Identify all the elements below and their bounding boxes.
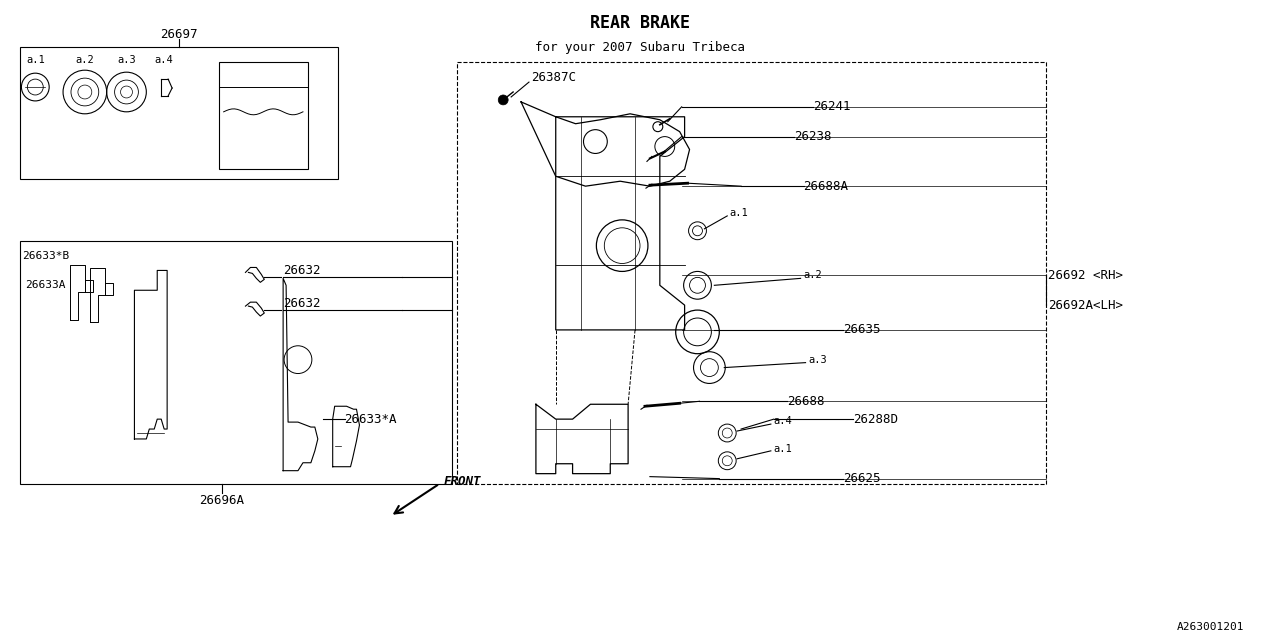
Text: 26696A: 26696A <box>200 494 244 507</box>
Text: FRONT: FRONT <box>444 475 481 488</box>
Bar <box>20 47 338 179</box>
Text: 26633A: 26633A <box>26 280 65 291</box>
Text: a.4: a.4 <box>155 55 174 65</box>
Text: 26692 <RH>: 26692 <RH> <box>1048 269 1124 282</box>
Text: a.1: a.1 <box>774 444 792 454</box>
Text: 26688A: 26688A <box>804 180 849 193</box>
Text: 26635: 26635 <box>844 323 881 337</box>
Text: a.3: a.3 <box>118 55 136 65</box>
Text: for your 2007 Subaru Tribeca: for your 2007 Subaru Tribeca <box>535 41 745 54</box>
Text: 26697: 26697 <box>160 28 198 41</box>
Text: A263001201: A263001201 <box>1178 622 1244 632</box>
Text: 26633*A: 26633*A <box>344 413 397 426</box>
Bar <box>219 62 308 170</box>
Bar <box>457 62 1047 484</box>
Circle shape <box>498 95 508 105</box>
Text: 26241: 26241 <box>814 100 851 113</box>
Text: a.2: a.2 <box>76 55 95 65</box>
Text: 26688: 26688 <box>787 395 824 408</box>
Text: a.3: a.3 <box>809 355 827 365</box>
Text: a.1: a.1 <box>26 55 45 65</box>
Text: a.2: a.2 <box>804 270 822 280</box>
Text: 26288D: 26288D <box>854 413 899 426</box>
Text: 26632: 26632 <box>283 264 320 277</box>
Text: 26632: 26632 <box>283 297 320 310</box>
Text: 26625: 26625 <box>844 472 881 485</box>
Text: a.1: a.1 <box>730 208 748 218</box>
Text: 26692A<LH>: 26692A<LH> <box>1048 299 1124 312</box>
Text: a.4: a.4 <box>774 416 792 426</box>
Text: REAR BRAKE: REAR BRAKE <box>590 13 690 31</box>
Text: 26238: 26238 <box>794 130 831 143</box>
Bar <box>20 241 452 484</box>
Text: 26387C: 26387C <box>531 70 576 84</box>
Text: 26633*B: 26633*B <box>23 251 69 260</box>
